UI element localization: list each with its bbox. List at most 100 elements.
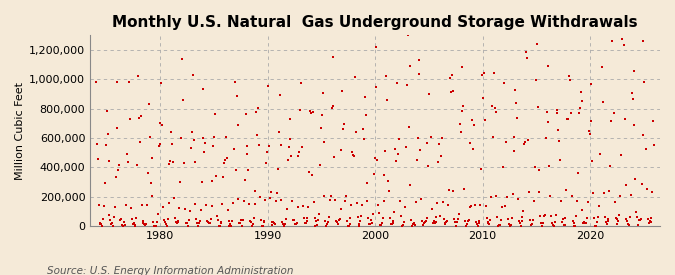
Point <box>233 196 244 201</box>
Point <box>383 178 394 183</box>
Point <box>590 224 601 228</box>
Point <box>183 224 194 228</box>
Point <box>587 159 598 164</box>
Point <box>181 221 192 225</box>
Point <box>191 216 202 221</box>
Point <box>545 193 556 198</box>
Point <box>202 219 213 223</box>
Point <box>620 183 631 187</box>
Point <box>645 220 656 225</box>
Point <box>591 223 601 228</box>
Point <box>129 223 140 228</box>
Point <box>630 176 641 181</box>
Point <box>263 144 274 148</box>
Point <box>479 71 489 75</box>
Point <box>404 64 415 68</box>
Point <box>474 219 485 223</box>
Point <box>317 113 327 117</box>
Point <box>388 219 399 223</box>
Point <box>398 222 408 227</box>
Point <box>219 158 230 162</box>
Point <box>159 220 170 224</box>
Point <box>254 195 265 199</box>
Point <box>268 219 279 224</box>
Point <box>278 222 289 226</box>
Point <box>534 190 545 194</box>
Point <box>564 74 574 78</box>
Point <box>611 222 622 226</box>
Point <box>348 153 358 157</box>
Point <box>416 219 427 223</box>
Point <box>491 194 502 198</box>
Point <box>629 122 640 127</box>
Point <box>593 214 603 219</box>
Point <box>146 156 157 160</box>
Point <box>315 125 326 130</box>
Point <box>107 224 118 228</box>
Point <box>256 224 267 228</box>
Point <box>514 221 525 225</box>
Point <box>583 200 593 204</box>
Point <box>326 106 337 111</box>
Point <box>576 98 587 103</box>
Point <box>555 157 566 162</box>
Point <box>123 160 134 164</box>
Point <box>367 221 377 225</box>
Point <box>205 217 216 221</box>
Point <box>287 199 298 203</box>
Point <box>509 135 520 139</box>
Point <box>605 119 616 123</box>
Point <box>470 219 481 224</box>
Point <box>524 218 535 222</box>
Point <box>430 220 441 224</box>
Point <box>645 219 655 224</box>
Point <box>570 224 580 228</box>
Point <box>159 218 169 222</box>
Point <box>537 224 547 228</box>
Point <box>574 106 585 110</box>
Point <box>455 130 466 134</box>
Point <box>463 218 474 222</box>
Point <box>250 189 261 193</box>
Point <box>434 142 445 146</box>
Point <box>224 224 235 228</box>
Point <box>230 167 241 172</box>
Point <box>327 55 338 59</box>
Point <box>460 224 471 228</box>
Point <box>186 145 196 150</box>
Point <box>391 158 402 163</box>
Point <box>136 114 146 118</box>
Point <box>122 152 133 156</box>
Point <box>632 215 643 219</box>
Point <box>139 222 150 226</box>
Point <box>412 136 423 140</box>
Point <box>564 78 575 82</box>
Point <box>531 78 541 82</box>
Point <box>134 140 145 144</box>
Point <box>563 117 574 121</box>
Point <box>198 136 209 140</box>
Point <box>206 204 217 209</box>
Point <box>117 223 128 228</box>
Point <box>504 224 515 228</box>
Point <box>290 222 301 227</box>
Point <box>94 221 105 225</box>
Point <box>616 36 627 41</box>
Point <box>489 71 500 75</box>
Point <box>335 207 346 211</box>
Point <box>282 157 293 162</box>
Point <box>353 223 364 228</box>
Point <box>481 204 491 208</box>
Point <box>385 216 396 220</box>
Point <box>544 164 555 169</box>
Point <box>419 220 430 224</box>
Point <box>558 222 569 227</box>
Point <box>308 200 319 205</box>
Point <box>265 195 275 200</box>
Point <box>551 110 562 115</box>
Point <box>358 137 369 142</box>
Point <box>356 214 367 218</box>
Point <box>604 189 615 193</box>
Point <box>175 180 186 184</box>
Point <box>115 218 126 222</box>
